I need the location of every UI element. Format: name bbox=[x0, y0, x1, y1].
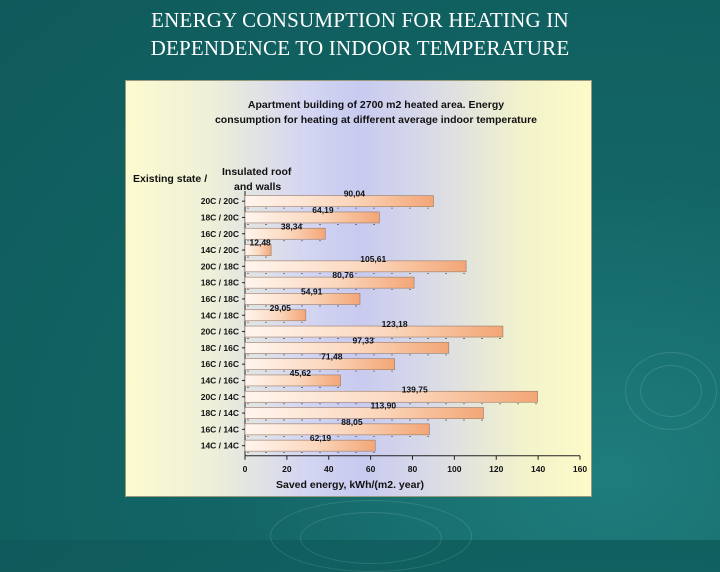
legend-insulated: Insulated roof and walls bbox=[222, 165, 291, 195]
category-label: 20C / 20C bbox=[201, 196, 239, 206]
data-label: 139,75 bbox=[402, 384, 428, 394]
slide-title-line-1: ENERGY CONSUMPTION FOR HEATING IN bbox=[151, 8, 569, 32]
legend-insulated-line-2: and walls bbox=[234, 181, 282, 193]
data-label: 54,91 bbox=[301, 286, 323, 296]
data-label: 29,05 bbox=[270, 303, 292, 313]
data-label: 38,34 bbox=[281, 221, 303, 231]
data-label: 88,05 bbox=[341, 417, 363, 427]
bar bbox=[244, 276, 415, 289]
chart-panel: Apartment building of 2700 m2 heated are… bbox=[125, 80, 592, 497]
data-label: 71,48 bbox=[321, 352, 343, 362]
chart-title: Apartment building of 2700 m2 heated are… bbox=[186, 98, 566, 128]
slide-title: ENERGY CONSUMPTION FOR HEATING IN DEPEND… bbox=[0, 6, 720, 62]
slide-title-line-2: DEPENDENCE TO INDOOR TEMPERATURE bbox=[150, 36, 570, 60]
x-tick-label: 100 bbox=[447, 464, 461, 474]
category-label: 14C / 14C bbox=[201, 441, 239, 451]
decorative-swirl bbox=[300, 512, 442, 564]
bar bbox=[244, 342, 450, 354]
data-label: 12,48 bbox=[250, 238, 272, 248]
category-label: 20C / 16C bbox=[201, 327, 239, 337]
decorative-swirl bbox=[625, 352, 717, 430]
x-tick-label: 40 bbox=[324, 464, 334, 474]
x-tick-label: 0 bbox=[243, 464, 248, 474]
x-tick-label: 60 bbox=[366, 464, 376, 474]
bar bbox=[244, 260, 467, 273]
legend-insulated-line-1: Insulated roof bbox=[222, 166, 292, 178]
x-tick-label: 140 bbox=[531, 464, 545, 474]
category-label: 18C / 20C bbox=[201, 212, 239, 222]
x-tick-label: 80 bbox=[408, 464, 418, 474]
legend-existing-state: Existing state / bbox=[133, 173, 208, 185]
bar bbox=[244, 358, 395, 370]
bar bbox=[244, 423, 430, 436]
bar bbox=[244, 407, 484, 419]
category-label: 16C / 16C bbox=[201, 359, 239, 369]
data-label: 105,61 bbox=[360, 254, 386, 264]
category-label: 18C / 16C bbox=[201, 343, 239, 353]
chart-title-line-1: Apartment building of 2700 m2 heated are… bbox=[247, 99, 505, 111]
data-label: 97,33 bbox=[353, 335, 375, 345]
category-label: 16C / 18C bbox=[201, 294, 239, 304]
bar-chart: 0 20 40 60 80 100 120 140 160 20C / 20C 90,04 18C /… bbox=[201, 189, 588, 474]
category-label: 14C / 20C bbox=[201, 245, 239, 255]
category-label: 14C / 16C bbox=[201, 375, 239, 385]
data-label: 90,04 bbox=[344, 189, 366, 199]
data-label: 64,19 bbox=[312, 205, 334, 215]
category-label: 16C / 14C bbox=[201, 424, 239, 434]
data-label: 123,18 bbox=[382, 319, 408, 329]
category-label: 20C / 14C bbox=[201, 392, 239, 402]
data-label: 80,76 bbox=[332, 270, 354, 280]
x-tick-label: 120 bbox=[489, 464, 503, 474]
data-label: 45,62 bbox=[290, 368, 312, 378]
data-label: 62,19 bbox=[310, 433, 332, 443]
bar bbox=[244, 325, 504, 338]
x-axis-label: Saved energy, kWh/(m2. year) bbox=[276, 479, 425, 491]
x-tick-label: 160 bbox=[573, 464, 587, 474]
category-label: 14C / 18C bbox=[201, 310, 239, 320]
bar bbox=[244, 195, 434, 207]
x-tick-label: 20 bbox=[282, 464, 292, 474]
category-label: 20C / 18C bbox=[201, 261, 239, 271]
chart-title-line-2: consumption for heating at different ave… bbox=[214, 114, 538, 126]
category-label: 18C / 14C bbox=[201, 408, 239, 418]
data-label: 113,90 bbox=[371, 401, 397, 411]
category-label: 18C / 18C bbox=[201, 278, 239, 288]
category-label: 16C / 20C bbox=[201, 229, 239, 239]
